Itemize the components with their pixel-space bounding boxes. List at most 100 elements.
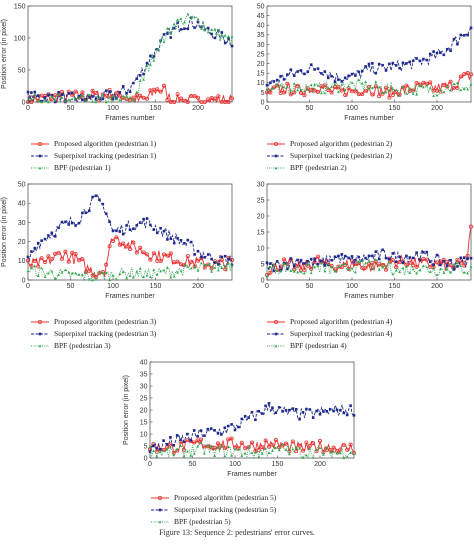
data-point-bpf bbox=[449, 270, 452, 274]
data-point-superpixel bbox=[213, 36, 217, 40]
data-point-superpixel bbox=[305, 407, 308, 411]
data-point-superpixel bbox=[165, 443, 169, 446]
data-point-proposed bbox=[256, 447, 261, 452]
data-point-bpf bbox=[349, 451, 352, 454]
x-tick-label: 200 bbox=[314, 461, 326, 468]
data-point-bpf bbox=[364, 261, 367, 265]
data-point-bpf bbox=[340, 83, 344, 86]
data-point-bpf bbox=[337, 90, 340, 94]
data-point-bpf bbox=[145, 273, 149, 277]
x-tick-label: 0 bbox=[265, 283, 269, 290]
data-point-proposed bbox=[226, 100, 231, 105]
data-point-bpf bbox=[316, 264, 320, 268]
data-point-superpixel bbox=[289, 68, 293, 71]
data-point-bpf bbox=[265, 87, 269, 91]
data-point-proposed bbox=[216, 94, 221, 99]
data-point-superpixel bbox=[220, 433, 223, 436]
data-point-bpf bbox=[391, 272, 395, 276]
data-point-superpixel bbox=[213, 261, 217, 264]
series-line-proposed bbox=[149, 437, 355, 455]
data-point-bpf bbox=[391, 87, 395, 91]
data-point-bpf bbox=[159, 269, 162, 273]
y-tick-label: 15 bbox=[257, 71, 265, 78]
data-point-bpf bbox=[299, 270, 303, 273]
data-point-bpf bbox=[155, 454, 159, 458]
data-point-bpf bbox=[456, 81, 459, 85]
data-point-superpixel bbox=[250, 410, 254, 414]
data-point-superpixel bbox=[326, 76, 330, 80]
data-point-bpf bbox=[289, 88, 293, 92]
y-tick-label: 0 bbox=[144, 455, 148, 462]
data-point-bpf bbox=[422, 85, 425, 89]
data-point-bpf bbox=[328, 451, 332, 454]
data-point-superpixel bbox=[391, 61, 395, 65]
data-point-superpixel bbox=[309, 257, 313, 261]
chart-1-plot: 0 50 100 150 200 0 50 100 150 Frames number Positi… bbox=[1, 3, 234, 122]
data-point-superpixel bbox=[223, 41, 227, 45]
data-point-superpixel bbox=[347, 256, 350, 260]
data-point-bpf bbox=[243, 451, 247, 455]
data-point-superpixel bbox=[57, 91, 60, 94]
data-point-superpixel bbox=[53, 235, 57, 238]
data-point-superpixel bbox=[418, 59, 422, 63]
data-point-bpf bbox=[282, 85, 286, 89]
data-point-proposed bbox=[455, 85, 460, 90]
data-point-bpf bbox=[175, 447, 179, 451]
x-tick-label: 200 bbox=[431, 283, 443, 290]
data-point-superpixel bbox=[240, 417, 244, 421]
data-point-bpf bbox=[289, 269, 293, 272]
data-point-bpf bbox=[26, 269, 30, 273]
data-point-superpixel bbox=[394, 64, 398, 67]
data-point-proposed bbox=[73, 89, 78, 94]
data-point-bpf bbox=[210, 270, 213, 273]
y-tick-label: 10 bbox=[257, 245, 265, 252]
chart-panel-5: 0 50 100 150 200 0 5 10 15 20 25 30 35 40 Frames numbe… bbox=[122, 356, 357, 486]
data-point-bpf bbox=[422, 264, 425, 267]
y-tick-label: 25 bbox=[257, 51, 265, 58]
data-point-superpixel bbox=[272, 269, 276, 273]
data-point-bpf bbox=[456, 261, 459, 265]
data-point-bpf bbox=[81, 273, 84, 277]
data-point-bpf bbox=[466, 271, 469, 275]
legend-point-proposed bbox=[37, 142, 42, 147]
data-point-superpixel bbox=[269, 81, 272, 85]
data-point-superpixel bbox=[452, 268, 456, 271]
data-point-bpf bbox=[274, 446, 278, 449]
chart-2-plot: 0 50 100 150 200 0 5 10 15 20 25 30 35 40 45 50 Frames n… bbox=[257, 3, 473, 122]
data-point-proposed bbox=[138, 245, 143, 250]
data-point-bpf bbox=[53, 276, 57, 280]
data-point-proposed bbox=[350, 258, 355, 263]
data-point-proposed bbox=[175, 259, 180, 264]
data-point-superpixel bbox=[462, 256, 466, 259]
data-point-bpf bbox=[33, 264, 37, 268]
data-point-bpf bbox=[74, 96, 77, 100]
legend-point-bpf bbox=[38, 344, 42, 348]
data-point-bpf bbox=[104, 100, 108, 104]
y-tick-label: 30 bbox=[140, 383, 148, 390]
y-tick-label: 100 bbox=[14, 35, 26, 42]
data-point-bpf bbox=[128, 95, 132, 99]
data-point-bpf bbox=[84, 270, 88, 273]
data-point-bpf bbox=[53, 99, 57, 102]
data-point-superpixel bbox=[377, 257, 381, 261]
data-point-bpf bbox=[401, 266, 405, 270]
data-point-proposed bbox=[53, 251, 58, 256]
data-point-superpixel bbox=[101, 202, 105, 206]
legend-marker-superpixel bbox=[151, 508, 169, 512]
data-point-superpixel bbox=[217, 263, 220, 266]
data-point-superpixel bbox=[243, 414, 247, 418]
data-point-superpixel bbox=[401, 61, 405, 65]
data-point-proposed bbox=[339, 88, 344, 93]
data-point-bpf bbox=[332, 450, 335, 453]
data-point-proposed bbox=[90, 273, 95, 278]
data-point-superpixel bbox=[318, 412, 322, 416]
data-point-bpf bbox=[374, 80, 378, 84]
data-point-superpixel bbox=[152, 228, 156, 231]
data-point-superpixel bbox=[309, 63, 313, 66]
data-point-bpf bbox=[70, 97, 74, 101]
data-point-superpixel bbox=[328, 407, 332, 411]
data-point-proposed bbox=[288, 92, 293, 97]
data-point-bpf bbox=[196, 444, 199, 448]
data-point-bpf bbox=[466, 87, 469, 91]
data-point-bpf bbox=[279, 269, 282, 273]
